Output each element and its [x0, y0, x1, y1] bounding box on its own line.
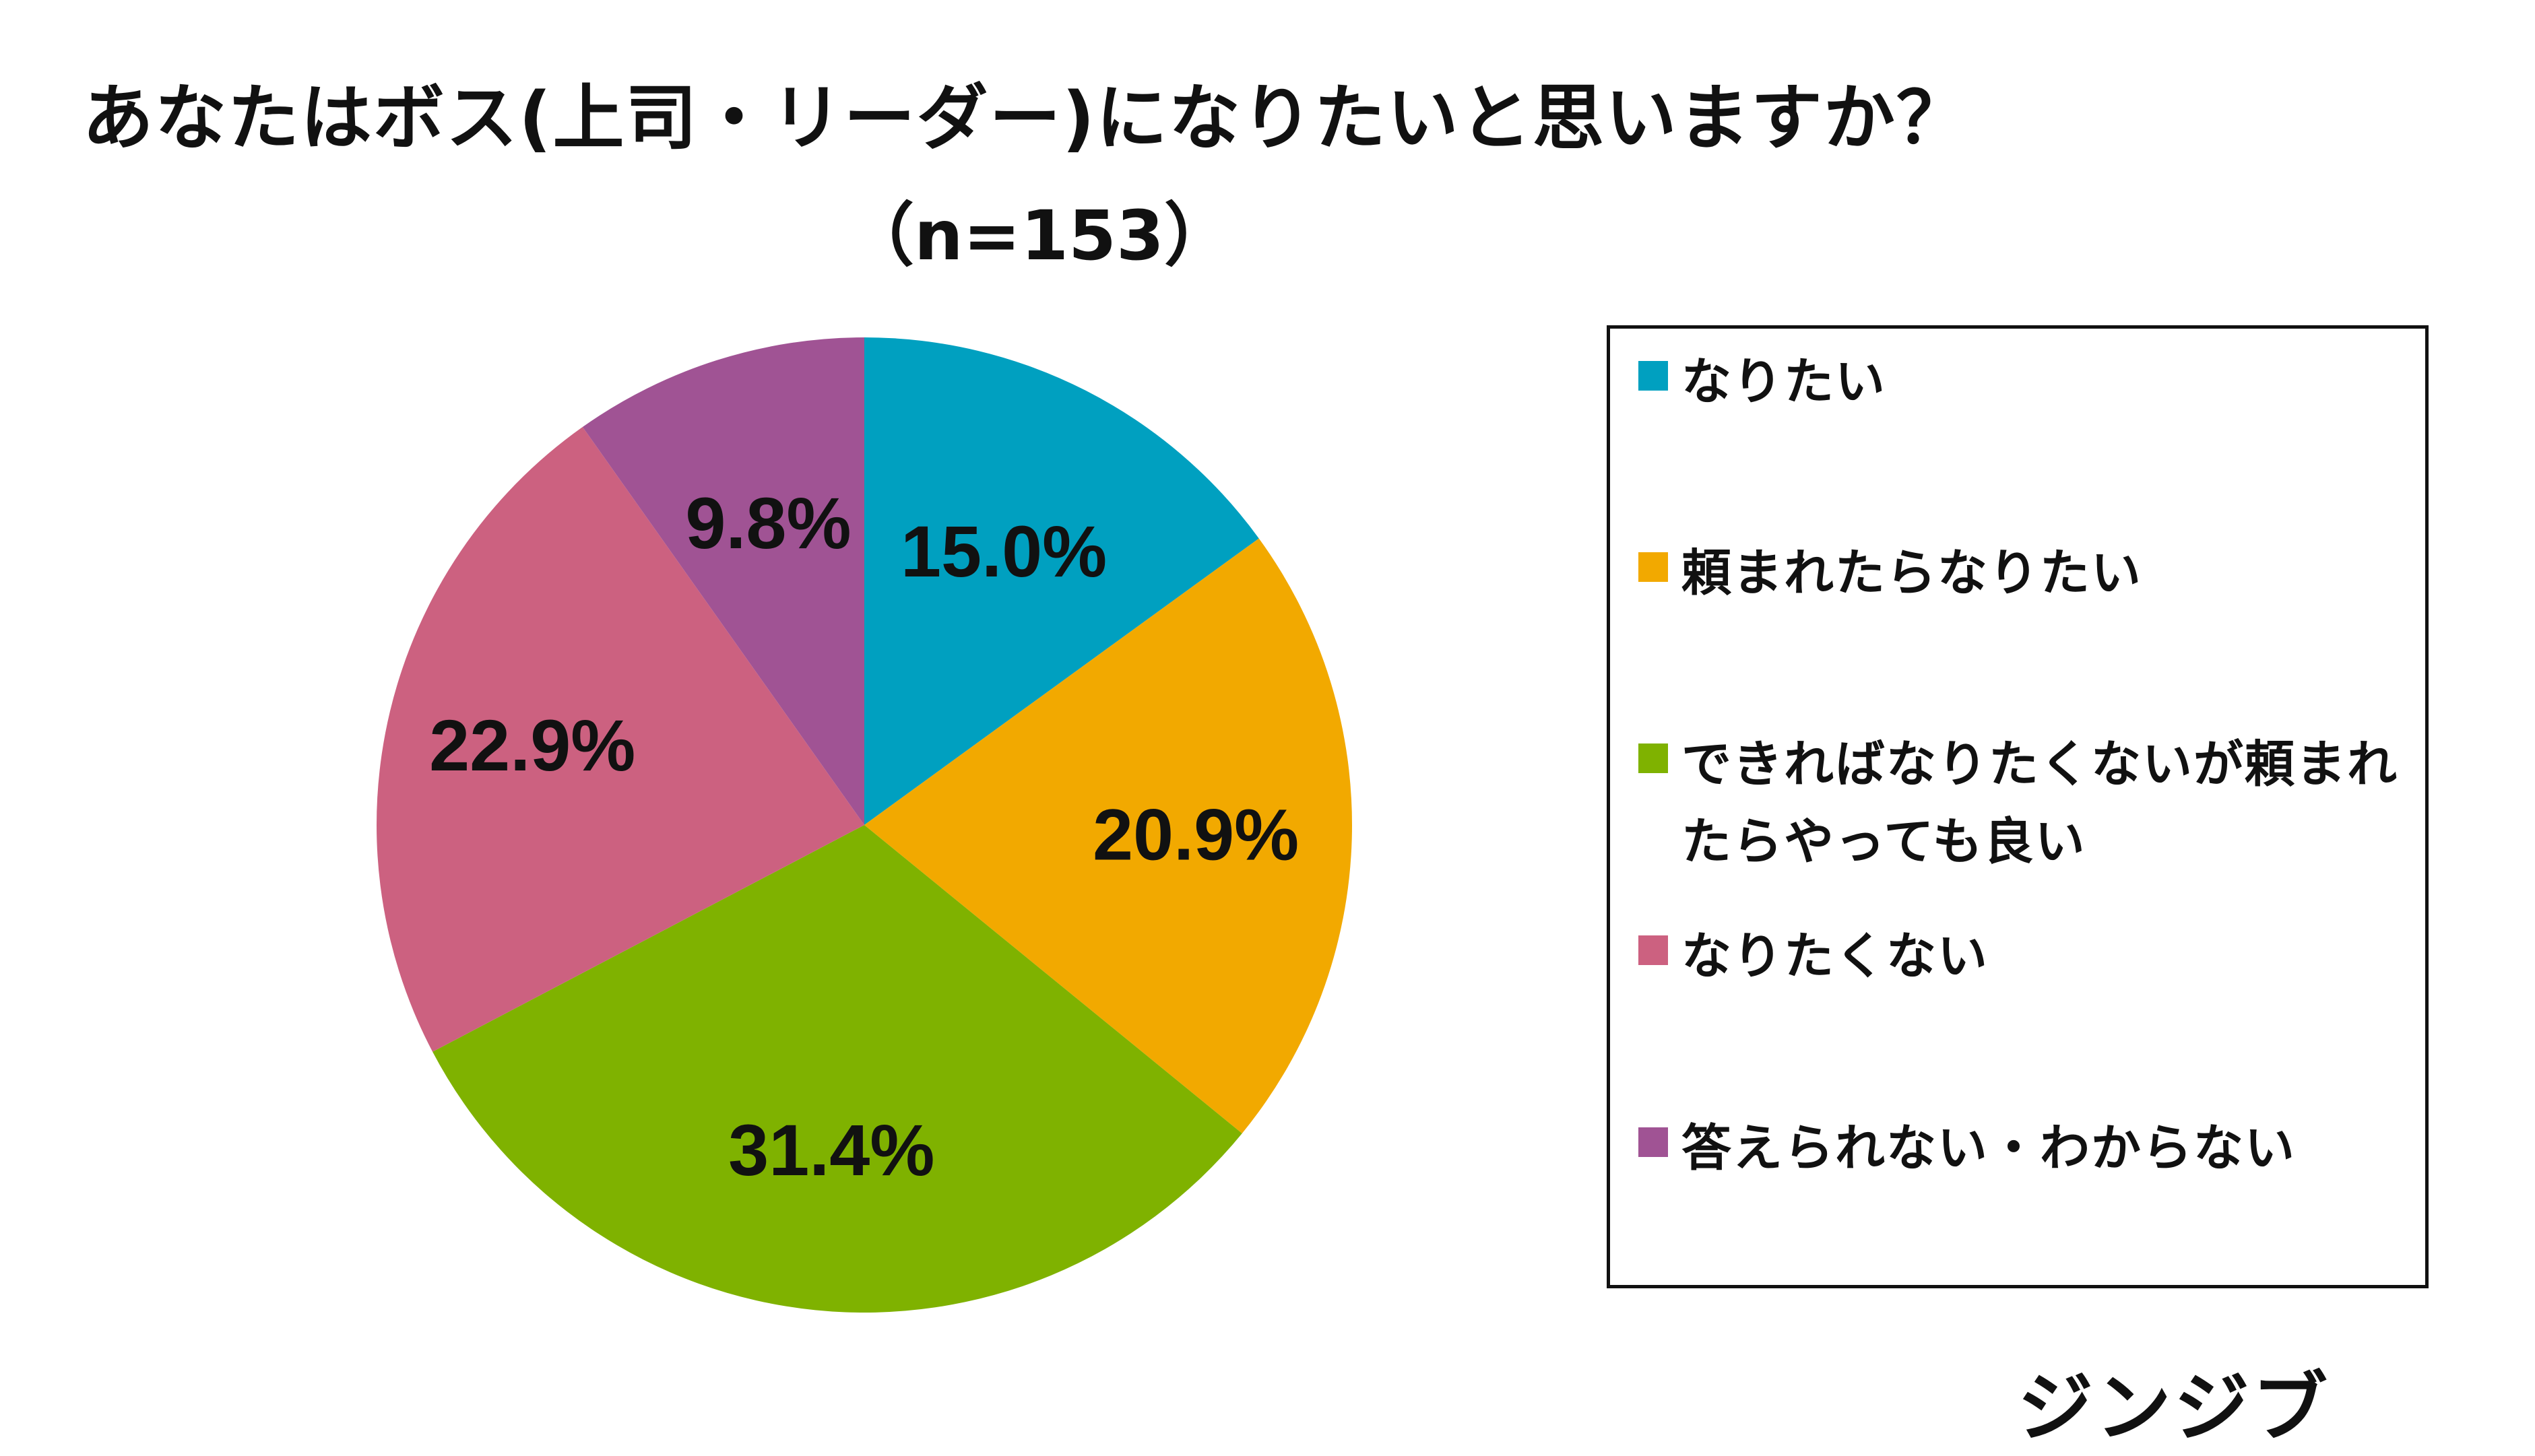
pie-slice [376, 426, 864, 1052]
pie-slice [432, 825, 1242, 1313]
pie-slice [864, 538, 1353, 1133]
legend-item-want: なりたい [1638, 343, 2413, 421]
legend-swatch [1638, 743, 1668, 773]
pie-data-label: 15.0% [901, 510, 1107, 592]
legend-label: なりたい [1681, 353, 1886, 411]
legend-label: なりたくない [1681, 927, 1989, 985]
chart-legend: なりたい 頼まれたらなりたい できればなりたくないが頼まれたらやっても良い なり… [1607, 325, 2429, 1288]
pie-data-label: 22.9% [429, 704, 635, 786]
legend-item-unknown: 答えられない・わからない [1638, 1110, 2413, 1187]
legend-swatch [1638, 552, 1668, 582]
legend-item-reluctant: できればなりたくないが頼まれたらやっても良い [1638, 726, 2413, 880]
brand-logo: ジンジブ [2018, 1364, 2330, 1452]
chart-subtitle: （n=153） [845, 196, 1233, 276]
chart-title: あなたはボス(上司・リーダー)になりたいと思いますか？ [82, 77, 1969, 160]
legend-swatch [1638, 361, 1668, 391]
pie-data-label: 31.4% [728, 1109, 934, 1191]
legend-item-if-asked: 頼まれたらなりたい [1638, 535, 2413, 612]
legend-swatch [1638, 1127, 1668, 1157]
legend-item-not-want: なりたくない [1638, 918, 2413, 995]
legend-label: 答えられない・わからない [1681, 1119, 2296, 1177]
pie-data-label: 20.9% [1093, 793, 1299, 875]
legend-label: できればなりたくないが頼まれたらやっても良い [1681, 735, 2398, 871]
pie-slice [864, 337, 1259, 825]
legend-label: 頼まれたらなりたい [1681, 544, 2142, 602]
legend-swatch [1638, 935, 1668, 965]
pie-data-label: 9.8% [685, 482, 851, 564]
pie-slice [582, 337, 864, 825]
